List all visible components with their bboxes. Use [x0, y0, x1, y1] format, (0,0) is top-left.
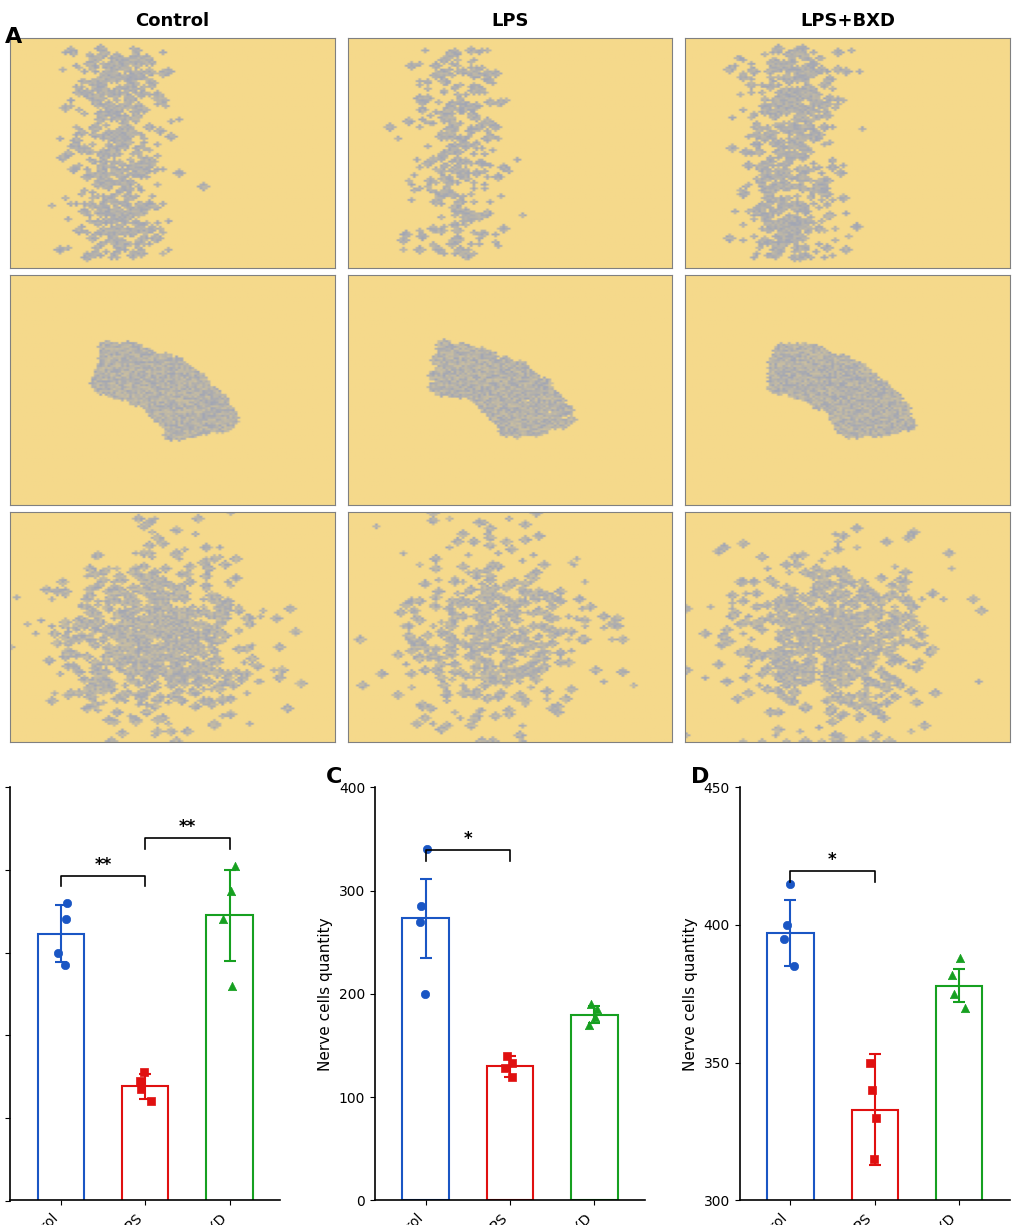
Point: [59, 893, 75, 913]
Text: **: **: [95, 855, 112, 873]
Point: [583, 995, 599, 1014]
Point: [781, 873, 797, 893]
Point: [136, 1062, 152, 1082]
Text: LPS: LPS: [491, 12, 528, 31]
Point: [588, 1000, 604, 1019]
Point: [419, 839, 435, 859]
Point: [49, 943, 65, 963]
Point: [945, 984, 961, 1003]
Point: [57, 956, 73, 975]
Point: [951, 948, 967, 968]
Y-axis label: Nerve cells quantity: Nerve cells quantity: [683, 918, 697, 1071]
Bar: [935, 986, 981, 1200]
Point: [863, 1080, 879, 1100]
Point: [223, 881, 239, 900]
Text: LPS+BXD: LPS+BXD: [799, 12, 894, 31]
Point: [503, 1054, 520, 1073]
Text: D: D: [690, 767, 708, 786]
Point: [785, 957, 801, 976]
Bar: [766, 933, 813, 1200]
Point: [865, 1149, 881, 1169]
Bar: [122, 1087, 168, 1200]
Point: [503, 1067, 520, 1087]
Point: [581, 1016, 597, 1035]
Point: [867, 1109, 883, 1128]
Point: [58, 910, 74, 930]
Text: Control: Control: [136, 12, 209, 31]
Point: [861, 1054, 877, 1073]
Point: [417, 984, 433, 1003]
Bar: [401, 919, 448, 1200]
Text: A: A: [5, 27, 22, 47]
Point: [779, 915, 795, 935]
Bar: [486, 1066, 533, 1200]
Point: [775, 929, 792, 948]
Point: [496, 1058, 513, 1078]
Point: [131, 1071, 148, 1090]
Bar: [206, 915, 253, 1200]
Point: [223, 976, 239, 996]
Point: [215, 910, 231, 930]
Point: [412, 911, 428, 931]
Bar: [571, 1014, 618, 1200]
Point: [132, 1079, 149, 1099]
Point: [413, 897, 429, 916]
Point: [944, 965, 960, 985]
Text: *: *: [827, 851, 836, 870]
Text: *: *: [463, 831, 472, 848]
Point: [957, 998, 973, 1018]
Bar: [38, 933, 84, 1200]
Y-axis label: Nerve cells quantity: Nerve cells quantity: [318, 918, 333, 1071]
Bar: [851, 1110, 897, 1200]
Text: **: **: [178, 818, 196, 837]
Point: [587, 1007, 603, 1027]
Text: C: C: [326, 767, 342, 786]
Point: [226, 856, 243, 876]
Point: [143, 1091, 159, 1111]
Point: [498, 1046, 515, 1066]
